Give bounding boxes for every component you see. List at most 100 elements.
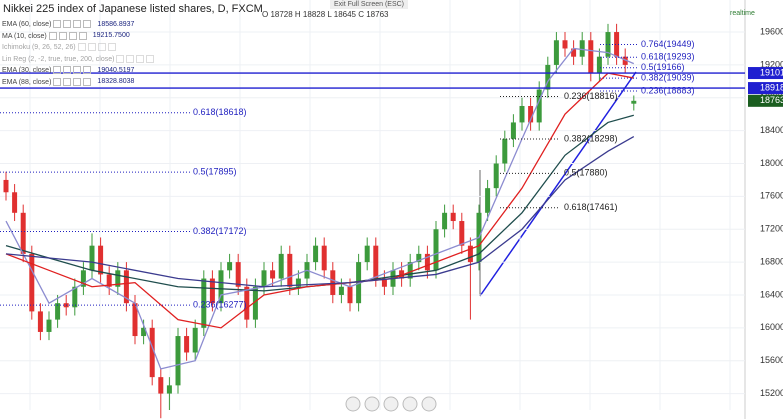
candle-body (158, 377, 164, 394)
exit-fullscreen[interactable]: Exit Full Screen (ESC) (330, 0, 409, 9)
nav-button[interactable] (345, 396, 361, 412)
indicator-line (5, 47, 635, 370)
candle-body (442, 212, 448, 230)
candle-body (98, 245, 104, 275)
price-tag (748, 82, 783, 95)
candle-body (55, 303, 61, 320)
candle-body (596, 56, 602, 74)
y-tick-label: 18000 (760, 158, 783, 168)
candle-body (502, 138, 508, 164)
candle-body (347, 286, 353, 304)
candle-body (115, 270, 121, 287)
legend-entry: Lin Reg (2, -2, true, true, 200, close) (2, 54, 155, 63)
legend-button[interactable] (83, 77, 92, 86)
candle-body (72, 286, 78, 308)
candle-body (614, 32, 620, 57)
legend-value: 18328.8038 (97, 78, 135, 86)
fib-label: 0.5(19166) (641, 62, 685, 72)
candle-body (356, 262, 362, 304)
legend-button[interactable] (68, 31, 77, 40)
legend-button[interactable] (63, 66, 72, 74)
legend-entry: Ichimoku (9, 26, 52, 26) (2, 43, 116, 51)
legend-name: MA (10, close) (2, 32, 47, 40)
candle-body (485, 188, 491, 213)
candle-body (459, 221, 465, 246)
y-tick-label: 15200 (760, 388, 783, 398)
status: realtime (730, 10, 755, 17)
legend-button[interactable] (53, 66, 62, 74)
candle-body (244, 286, 250, 320)
candle-body (562, 40, 568, 49)
candle-body (184, 336, 190, 353)
candle-body (175, 336, 181, 386)
legend-button[interactable] (107, 43, 116, 51)
nav-button[interactable] (383, 396, 399, 412)
legend-button[interactable] (73, 66, 82, 74)
y-tick-label: 19600 (760, 26, 783, 36)
legend-button[interactable] (116, 54, 125, 63)
legend-button[interactable] (146, 54, 155, 63)
y-tick-label: 18400 (760, 125, 783, 135)
candle-body (588, 40, 594, 74)
nav-button[interactable] (402, 396, 418, 412)
candle-body (536, 89, 542, 123)
fib-label: 0.5(17880) (564, 168, 608, 178)
candle-body (201, 278, 207, 328)
legend-button[interactable] (63, 77, 72, 86)
legend-entry: MA (10, close) 19215.7500 (2, 31, 130, 40)
candle-body (192, 327, 198, 353)
candle-body (132, 303, 138, 337)
candle-body (330, 270, 336, 295)
nav-buttons[interactable] (345, 396, 437, 412)
y-tick-label: 16400 (760, 289, 783, 299)
candle-body (12, 192, 18, 213)
legend-button[interactable] (63, 20, 72, 28)
price-tag (748, 67, 783, 80)
legend-button[interactable] (136, 54, 145, 63)
legend-name: EMA (88, close) (2, 78, 52, 86)
candle-body (364, 245, 370, 263)
legend-button[interactable] (48, 31, 57, 40)
nav-button[interactable] (421, 396, 437, 412)
y-tick-label: 15600 (760, 355, 783, 365)
legend-button[interactable] (73, 20, 82, 28)
legend-button[interactable] (83, 20, 92, 28)
legend-button[interactable] (126, 54, 135, 63)
legend-button[interactable] (78, 31, 87, 40)
title: Nikkei 225 index of Japanese listed shar… (3, 3, 263, 15)
legend-button[interactable] (83, 66, 92, 74)
candle-body (37, 311, 43, 332)
fib-label: 0.618(18618) (193, 107, 247, 117)
indicator-line (5, 114, 634, 292)
legend-entry: EMA (88, close) 18328.8038 (2, 77, 135, 86)
candle-body (381, 278, 387, 287)
legend-button[interactable] (58, 31, 67, 40)
nav-button[interactable] (364, 396, 380, 412)
trend-line (479, 71, 637, 297)
fib-label: 0.5(17895) (193, 167, 237, 177)
y-tick-label: 16800 (760, 256, 783, 266)
candle-body (373, 245, 379, 279)
ohlc: O 18728 H 18828 L 18645 C 18763 (262, 10, 389, 19)
indicator-line (5, 72, 634, 329)
legend-button[interactable] (97, 43, 106, 51)
legend-button[interactable] (53, 20, 62, 28)
legend-name: Lin Reg (2, -2, true, true, 200, close) (2, 55, 115, 63)
candle-body (166, 385, 172, 394)
legend-button[interactable] (73, 77, 82, 86)
legend-name: Ichimoku (9, 26, 52, 26) (2, 43, 76, 51)
legend-button[interactable] (87, 43, 96, 51)
candle-body (450, 212, 456, 222)
legend-button[interactable] (53, 77, 62, 86)
candle-body (89, 245, 95, 271)
candle-body (433, 229, 439, 271)
candle-body (29, 253, 35, 312)
legend-name: EMA (60, close) (2, 20, 52, 28)
legend-button[interactable] (77, 43, 86, 51)
indicator-line (5, 135, 635, 288)
candle-body (631, 100, 637, 104)
candle-body (622, 56, 628, 65)
candle-body (218, 270, 224, 304)
fib-label: 0.236(16277) (193, 299, 247, 309)
